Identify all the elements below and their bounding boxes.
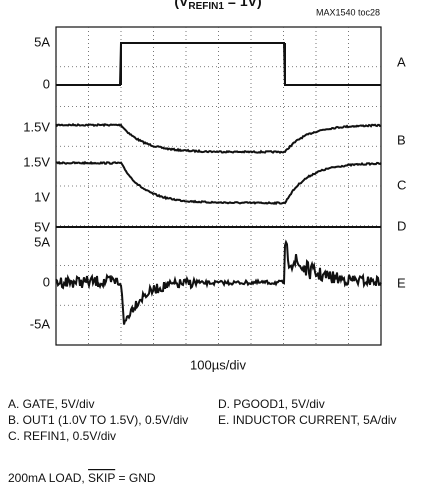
footer-part: 200mA LOAD, [8, 471, 88, 485]
trace-a [56, 42, 381, 86]
title-subscript: REFIN1 [188, 1, 224, 12]
trace-e [55, 239, 382, 325]
trace-label: D [397, 218, 406, 233]
trace-label: A [397, 54, 406, 69]
title-part: = 1V) [224, 0, 262, 9]
traces [55, 42, 382, 325]
left-label: 0 [43, 274, 50, 289]
note: B. OUT1 (1.0V TO 1.5V), 0.5V/div [8, 413, 188, 427]
left-label: 1.5V [23, 119, 50, 134]
footer: 200mA LOAD, SKIP = GND [8, 471, 156, 485]
grid [56, 27, 381, 345]
x-label: 100µs/div [190, 357, 246, 372]
note: E. INDUCTOR CURRENT, 5A/div [218, 413, 396, 427]
title-part: (V [174, 0, 189, 9]
footer-part: = GND [115, 471, 156, 485]
left-label: 1.5V [23, 154, 50, 169]
left-label: 1V [34, 189, 50, 204]
trace-label: E [397, 275, 406, 290]
trace-label: B [397, 132, 406, 147]
note: D. PGOOD1, 5V/div [218, 397, 325, 411]
left-label: -5A [30, 316, 51, 331]
trace-b [55, 122, 382, 154]
figure-code: MAX1540 toc28 [316, 7, 380, 17]
left-label: 0 [43, 76, 50, 91]
note: C. REFIN1, 0.5V/div [8, 429, 116, 443]
trace-label: C [397, 177, 406, 192]
left-label: 5V [34, 219, 50, 234]
left-label: 5A [34, 34, 50, 49]
trace-c [55, 160, 382, 206]
note: A. GATE, 5V/div [8, 397, 94, 411]
left-label: 5A [34, 234, 50, 249]
title: (VREFIN1 = 1V) [174, 0, 261, 12]
footer-overlined: SKIP [88, 471, 115, 485]
